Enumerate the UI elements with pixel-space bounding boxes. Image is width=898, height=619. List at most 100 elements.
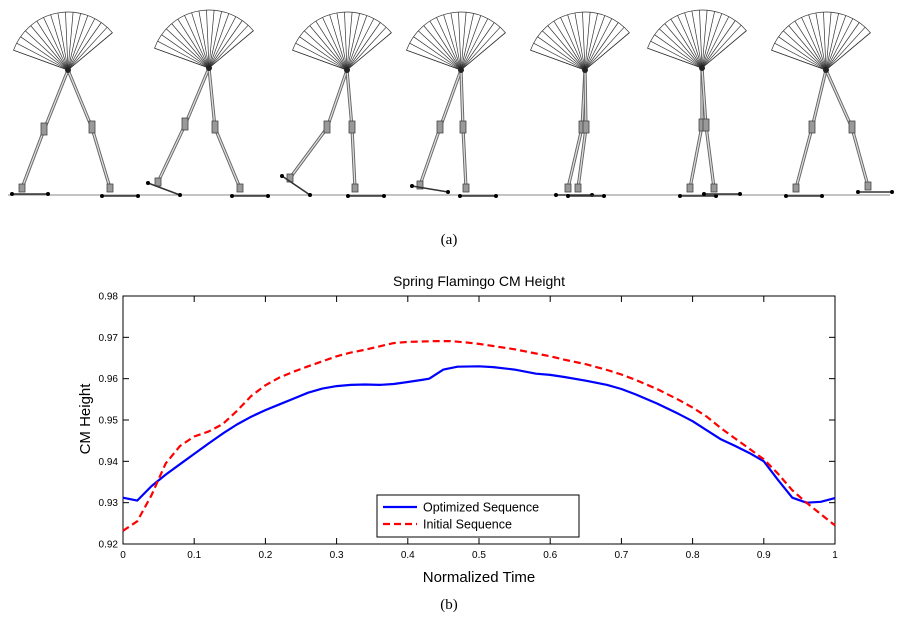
knee-joint <box>323 120 331 134</box>
torso-fan <box>406 11 506 71</box>
cm-height-chart: Spring Flamingo CM Height CM Height Norm… <box>77 273 838 586</box>
leg <box>784 69 828 198</box>
walking-figure <box>530 11 630 198</box>
heel-point <box>678 194 682 198</box>
torso-fan-ray <box>650 40 703 69</box>
heel-point <box>146 181 150 185</box>
torso-fan-ray <box>50 14 69 71</box>
torso-fan-ray <box>329 14 348 71</box>
torso-fan-ray <box>346 18 375 71</box>
torso-fan-ray <box>299 36 348 71</box>
torso-fan-ray <box>794 20 827 71</box>
caption-a: (a) <box>440 232 458 248</box>
torso-fan-ray <box>567 14 586 71</box>
torso-fan-ray <box>701 16 730 69</box>
torso-fan-ray <box>67 15 89 71</box>
torso-fan-ray <box>208 24 249 69</box>
toe-point <box>890 190 894 194</box>
walking-figure <box>771 11 894 198</box>
torso-fan-ray <box>292 49 348 71</box>
torso-fan-ray <box>584 15 606 71</box>
torso-fan-ray <box>409 42 462 71</box>
y-tick-label: 0.95 <box>99 416 119 427</box>
walking-figure <box>647 9 747 198</box>
series-line-optimized <box>122 365 836 504</box>
heel-point <box>10 192 14 196</box>
torso-fan-ray <box>57 12 69 71</box>
ankle-joint <box>792 183 800 193</box>
knee-joint <box>348 120 356 134</box>
leg <box>66 69 140 198</box>
torso-fan-ray <box>825 32 871 71</box>
torso-fan <box>771 11 871 71</box>
torso-fan-ray <box>344 12 348 71</box>
torso-fan-ray <box>801 17 827 71</box>
legend-label: Optimized Sequence <box>423 501 539 515</box>
torso-fan-ray <box>825 12 832 71</box>
hip-joint <box>206 65 212 71</box>
torso-fan-ray <box>537 36 586 71</box>
torso-fan-ray <box>460 22 495 71</box>
leg <box>280 69 349 197</box>
torso-fan-ray <box>206 10 210 69</box>
toe-point <box>820 194 824 198</box>
torso-fan-ray <box>701 11 715 69</box>
caption-b: (b) <box>440 597 458 613</box>
torso-fan-ray <box>67 12 74 71</box>
heel-point <box>458 194 462 198</box>
torso-fan-ray <box>825 22 860 71</box>
ankle-joint <box>710 183 718 193</box>
torso-fan-ray <box>13 49 69 71</box>
toe-point <box>602 194 606 198</box>
torso-fan-ray <box>664 23 703 69</box>
walking-figure <box>280 11 392 198</box>
hip-joint <box>458 67 464 73</box>
heel-point <box>280 174 284 178</box>
torso-fan-ray <box>782 30 827 71</box>
torso-fan-ray <box>346 15 368 71</box>
heel-point <box>784 194 788 198</box>
torso-fan-ray <box>701 10 708 69</box>
torso-fan-ray <box>699 10 703 69</box>
torso-fan-ray <box>436 17 462 71</box>
ankle-joint <box>18 183 26 193</box>
torso-fan-ray <box>65 12 69 71</box>
ankle-joint <box>154 177 162 187</box>
torso-fan-ray <box>647 47 703 69</box>
torso-fan-ray <box>460 12 467 71</box>
torso-fan-ray <box>825 18 854 71</box>
torso-fan-ray <box>553 20 586 71</box>
torso-fan <box>13 11 113 71</box>
torso-fan-ray <box>16 42 69 71</box>
x-tick-label: 0.5 <box>472 550 486 561</box>
torso-fan-ray <box>560 17 586 71</box>
toe-point <box>46 192 50 196</box>
torso-fan-ray <box>778 36 827 71</box>
walking-figure <box>10 11 140 198</box>
chart-title: Spring Flamingo CM Height <box>393 273 565 289</box>
torso-fan-ray <box>208 30 254 69</box>
torso-fan-ray <box>684 12 703 69</box>
foot <box>147 182 181 196</box>
x-tick-label: 0.7 <box>614 550 628 561</box>
toe-point <box>308 193 312 197</box>
ankle-joint <box>106 183 114 193</box>
series-line-initial <box>122 339 836 532</box>
ankle-joint <box>864 181 872 191</box>
torso-fan-ray <box>208 10 215 69</box>
x-tick-label: 0.2 <box>258 550 272 561</box>
y-tick-label: 0.93 <box>99 498 119 509</box>
torso-fan-ray <box>825 26 866 71</box>
torso-fan-ray <box>460 26 501 71</box>
torso-fan-ray <box>165 28 210 69</box>
torso-fan-ray <box>533 42 586 71</box>
legend-box <box>376 494 580 538</box>
torso-fan-ray <box>208 13 230 69</box>
torso-fan-ray <box>584 12 591 71</box>
torso-fan-ray <box>423 25 462 71</box>
torso-fan-ray <box>677 15 703 69</box>
x-tick-label: 0.6 <box>543 550 557 561</box>
hip-joint <box>344 67 350 73</box>
ankle-joint <box>564 183 572 193</box>
torso-fan-ray <box>198 10 210 69</box>
